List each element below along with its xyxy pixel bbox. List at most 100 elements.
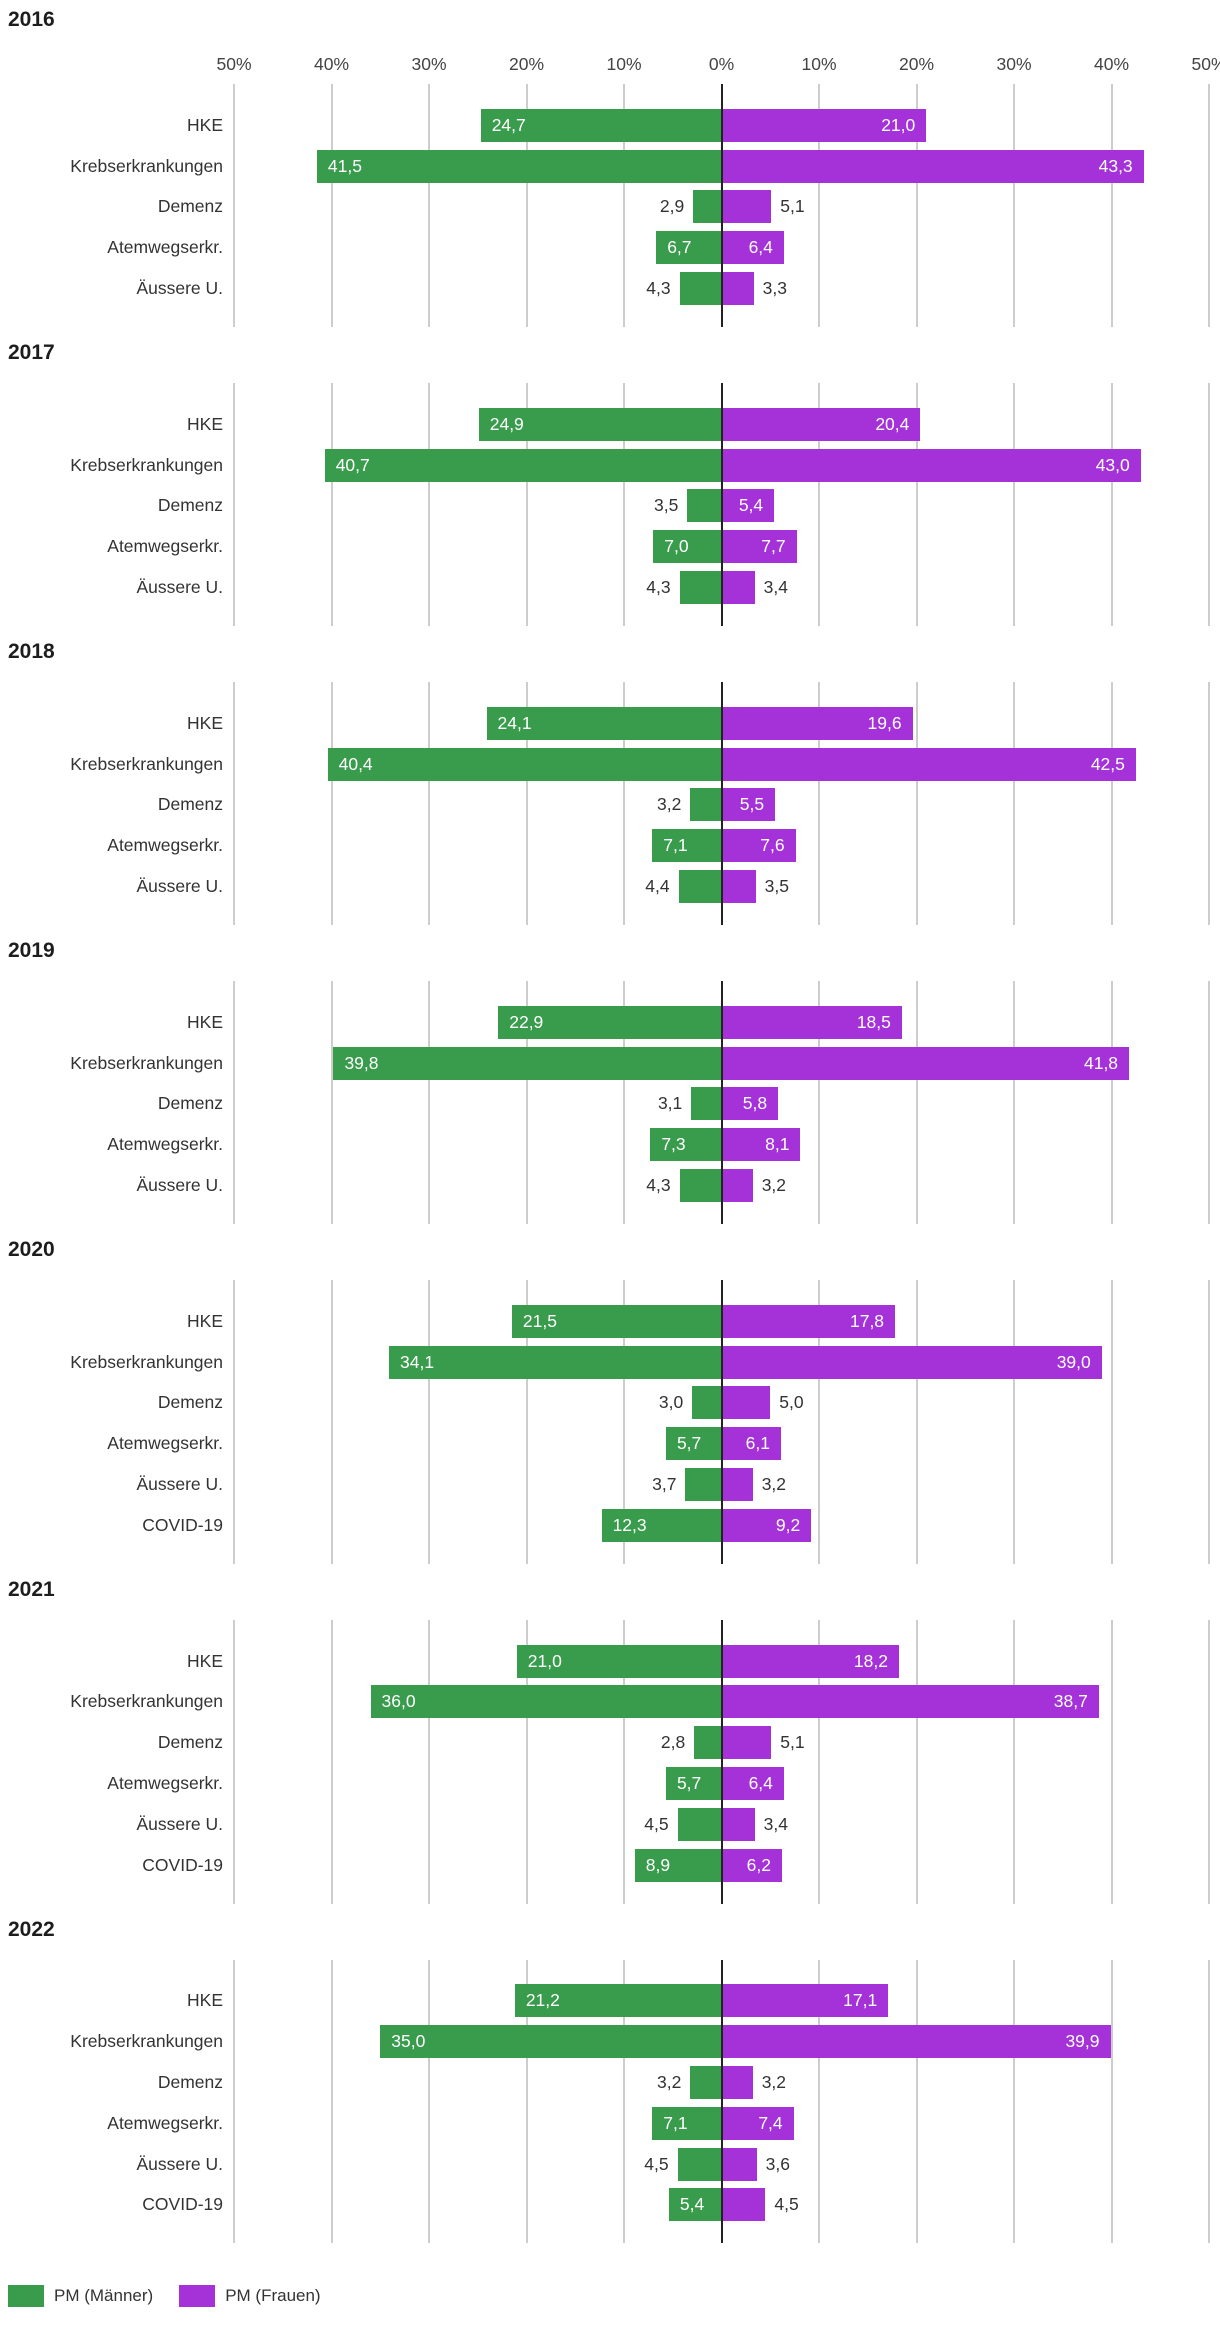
- value-label-frauen: 3,5: [764, 876, 789, 897]
- value-label-maenner: 22,9: [509, 1011, 544, 1032]
- bars-area: 3,1 5,8: [234, 1087, 1209, 1121]
- bars-area: 24,9 20,4: [234, 407, 1209, 441]
- year-title: 2018: [8, 639, 55, 663]
- value-label-maenner: 4,5: [644, 2153, 669, 2174]
- value-label-maenner: 7,1: [663, 835, 688, 856]
- gridline: [915, 1279, 918, 1564]
- bar-maenner: [687, 489, 722, 523]
- bar-frauen: [721, 1386, 771, 1420]
- bars-area: 4,3 3,2: [234, 1169, 1209, 1203]
- value-label-frauen: 7,7: [761, 536, 786, 557]
- bar-frauen: 17,1: [721, 1984, 889, 2018]
- bar-maenner: 7,1: [652, 829, 722, 863]
- bar-maenner: 24,9: [478, 407, 722, 441]
- axis-tick-labels: 50% 40% 30% 20% 10% 0% 10% 20% 30% 40% 50%: [216, 52, 1220, 76]
- bar-maenner: 5,4: [668, 2188, 722, 2222]
- value-label-maenner: 40,4: [338, 753, 373, 774]
- gridline: [233, 382, 235, 626]
- bar-maenner: 8,9: [634, 1848, 722, 1882]
- bar-row: COVID-19 5,4 4,5: [0, 2184, 1209, 2225]
- category-label: HKE: [187, 1650, 223, 1671]
- value-label-frauen: 17,1: [843, 1990, 878, 2011]
- category-label: HKE: [187, 712, 223, 733]
- bars-area: 7,3 8,1: [234, 1128, 1209, 1162]
- gridline: [818, 1279, 820, 1564]
- gridline: [428, 681, 430, 925]
- bar-maenner: [690, 2065, 722, 2099]
- bar-row: HKE 22,9 18,5: [0, 1002, 1209, 1043]
- value-label-frauen: 3,2: [761, 2071, 787, 2092]
- bar-frauen: 18,5: [721, 1005, 902, 1039]
- bar-row: Äussere U. 4,3 3,3: [0, 268, 1209, 309]
- value-label-frauen: 9,2: [775, 1514, 801, 1535]
- axis-tick-label: 10%: [606, 54, 642, 74]
- bars-area: 3,5 5,4: [234, 489, 1209, 523]
- year-panel-2018: 2018 HKE 24,1 19,6 Krebserkrankungen 40,4 42,5…: [0, 640, 1220, 925]
- category-label: Demenz: [157, 196, 223, 217]
- value-label-maenner: 4,3: [646, 577, 671, 598]
- value-label-maenner: 3,1: [657, 1093, 683, 1114]
- gridline: [428, 1619, 430, 1904]
- gridline: [233, 681, 235, 925]
- zero-baseline: [720, 382, 723, 626]
- gridline: [428, 980, 430, 1224]
- value-label-frauen: 39,0: [1056, 1351, 1091, 1372]
- bar-maenner: [677, 1807, 722, 1841]
- value-label-maenner: 3,7: [652, 1474, 677, 1495]
- category-label: Äussere U.: [136, 876, 223, 897]
- category-label: HKE: [187, 114, 223, 135]
- bar-row: Atemwegserkr. 7,1 7,4: [0, 2103, 1209, 2144]
- category-label: Demenz: [157, 1392, 223, 1413]
- value-label-frauen: 3,2: [761, 1175, 787, 1196]
- bar-row: Krebserkrankungen 39,8 41,8: [0, 1043, 1209, 1084]
- value-label-maenner: 4,5: [644, 1813, 669, 1834]
- zero-baseline: [720, 980, 723, 1224]
- bar-frauen: 39,9: [721, 2025, 1111, 2059]
- gridline: [1013, 382, 1015, 626]
- value-label-maenner: 3,5: [654, 495, 679, 516]
- value-label-frauen: 19,6: [867, 712, 902, 733]
- bar-frauen: 42,5: [721, 747, 1136, 781]
- bar-row: Atemwegserkr. 6,7 6,4: [0, 227, 1209, 268]
- value-label-frauen: 5,8: [742, 1093, 768, 1114]
- bar-row: Atemwegserkr. 7,1 7,6: [0, 825, 1209, 866]
- bar-frauen: 19,6: [721, 706, 913, 740]
- value-label-frauen: 18,2: [853, 1650, 888, 1671]
- value-label-maenner: 41,5: [327, 155, 362, 176]
- gridline: [623, 382, 625, 626]
- year-title: 2021: [8, 1577, 55, 1601]
- value-label-frauen: 4,5: [774, 2194, 799, 2215]
- value-label-frauen: 21,0: [881, 114, 916, 135]
- category-label: Krebserkrankungen: [70, 1691, 223, 1712]
- category-label: Demenz: [157, 1093, 223, 1114]
- bars-area: 3,7 3,2: [234, 1468, 1209, 1502]
- gridline: [525, 1279, 528, 1564]
- axis-tick-label: 40%: [1093, 54, 1130, 74]
- value-label-frauen: 17,8: [849, 1310, 885, 1331]
- value-label-maenner: 2,8: [660, 1732, 686, 1753]
- bar-row: Atemwegserkr. 5,7 6,4: [0, 1763, 1209, 1804]
- gridline: [1208, 84, 1210, 327]
- bar-row: Demenz 3,2 5,5: [0, 785, 1209, 826]
- year-title: 2019: [8, 938, 55, 962]
- plot-grid: HKE 24,9 20,4 Krebserkrankungen 40,7 43,0 Deme…: [0, 382, 1210, 626]
- category-label: Krebserkrankungen: [70, 753, 223, 774]
- bar-maenner: [690, 788, 722, 822]
- bar-row: HKE 24,7 21,0: [0, 105, 1209, 146]
- value-label-maenner: 7,0: [664, 536, 689, 557]
- category-label: Krebserkrankungen: [70, 1351, 223, 1372]
- value-label-frauen: 42,5: [1090, 753, 1125, 774]
- bar-frauen: 7,6: [721, 829, 796, 863]
- bar-row: Demenz 3,5 5,4: [0, 486, 1209, 527]
- bar-frauen: [721, 2065, 753, 2099]
- gridline: [233, 1279, 235, 1564]
- bars-area: 40,7 43,0: [234, 448, 1209, 482]
- bar-row: Äussere U. 4,3 3,4: [0, 567, 1209, 608]
- bar-frauen: 7,7: [721, 530, 797, 564]
- bar-frauen: 5,8: [721, 1087, 779, 1121]
- category-label: HKE: [187, 413, 223, 434]
- bar-row: Krebserkrankungen 40,4 42,5: [0, 744, 1209, 785]
- gridline: [623, 1279, 625, 1564]
- value-label-frauen: 3,3: [762, 278, 787, 299]
- value-label-maenner: 6,7: [667, 237, 692, 258]
